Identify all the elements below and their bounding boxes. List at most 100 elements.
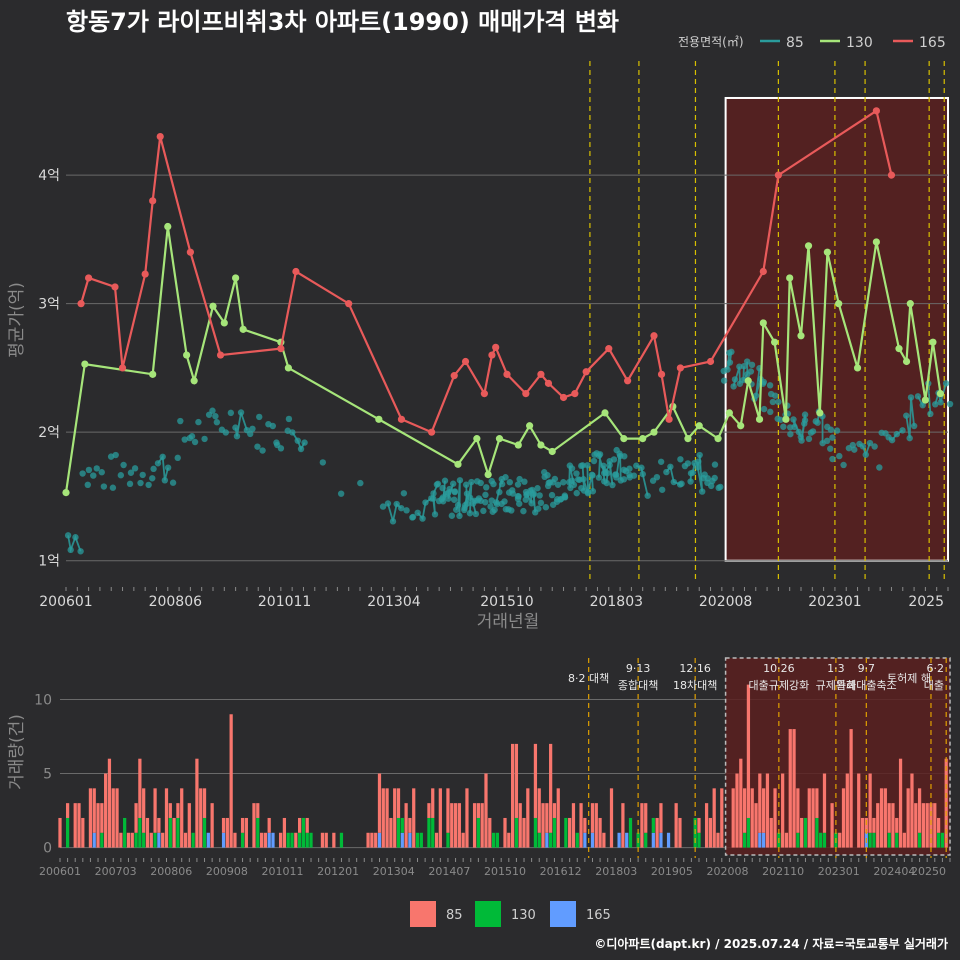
footer-credit: ©디아파트(dapt.kr) / 2025.07.24 / 자료=국토교통부 실… bbox=[594, 936, 948, 951]
point-130 bbox=[220, 319, 228, 327]
point-85 bbox=[213, 419, 221, 426]
point-165 bbox=[624, 377, 632, 385]
bar-85 bbox=[149, 832, 153, 848]
bar-130 bbox=[191, 832, 195, 848]
point-165 bbox=[216, 351, 225, 359]
point-130 bbox=[284, 364, 292, 372]
point-85 bbox=[450, 496, 458, 503]
point-165 bbox=[111, 283, 119, 291]
point-85 bbox=[521, 478, 528, 485]
point-165 bbox=[141, 270, 149, 278]
bar-85 bbox=[73, 803, 77, 848]
point-85 bbox=[766, 382, 774, 389]
point-85 bbox=[384, 500, 392, 507]
chart-title: 항동7가 라이프비취3차 아파트(1990) 매매가격 변화 bbox=[66, 8, 619, 36]
line-85-segment bbox=[800, 414, 806, 441]
bar-165 bbox=[583, 832, 587, 848]
bar-85 bbox=[199, 788, 203, 848]
x-tick-label: 202301 bbox=[808, 594, 861, 610]
point-165 bbox=[522, 390, 530, 398]
point-85 bbox=[137, 479, 144, 487]
point-85 bbox=[657, 458, 665, 465]
point-85 bbox=[769, 398, 777, 406]
bar-85 bbox=[644, 803, 648, 833]
point-130 bbox=[454, 460, 462, 468]
bar-165 bbox=[617, 832, 621, 848]
point-165 bbox=[559, 393, 568, 402]
bar-130 bbox=[240, 832, 245, 848]
bar-85 bbox=[145, 817, 150, 848]
point-130 bbox=[759, 319, 767, 327]
policy-annotation: 종합대책 bbox=[618, 679, 658, 692]
legend-top: 전용면적(㎡) 85 130 165 bbox=[678, 35, 946, 51]
bar-85 bbox=[712, 788, 716, 848]
line-85-segment bbox=[157, 454, 169, 481]
bar-85 bbox=[857, 773, 861, 848]
bar-85 bbox=[545, 803, 549, 833]
bar-85 bbox=[389, 817, 393, 848]
point-130 bbox=[684, 435, 692, 443]
point-130 bbox=[484, 471, 492, 479]
point-130 bbox=[514, 441, 522, 449]
bar-85 bbox=[233, 832, 237, 848]
point-85 bbox=[177, 417, 184, 425]
point-165 bbox=[571, 390, 579, 398]
point-130 bbox=[804, 242, 813, 250]
bar-130 bbox=[286, 832, 290, 848]
bar-85 bbox=[77, 803, 81, 848]
bar-x-tick-label: 200703 bbox=[95, 865, 137, 878]
bar-85 bbox=[96, 803, 100, 848]
bar-85 bbox=[320, 832, 325, 848]
bar-85 bbox=[427, 803, 431, 818]
bar-85 bbox=[769, 817, 773, 848]
y-axis-label-main: 평균가(억) bbox=[7, 282, 27, 358]
policy-annotation: 8·2 대책 bbox=[568, 672, 609, 685]
bar-130 bbox=[491, 832, 496, 848]
bar-130 bbox=[138, 817, 142, 848]
point-85 bbox=[482, 491, 489, 499]
point-165 bbox=[118, 364, 127, 372]
policy-annotation: 규제완화 bbox=[816, 679, 856, 692]
bar-130 bbox=[537, 832, 541, 848]
point-85 bbox=[514, 481, 522, 488]
point-165 bbox=[544, 379, 553, 387]
point-85 bbox=[174, 454, 181, 462]
point-85 bbox=[227, 409, 235, 417]
bar-85 bbox=[396, 788, 401, 818]
bar-165 bbox=[590, 832, 595, 848]
bar-85 bbox=[929, 803, 933, 848]
bar-x-tick-label: 201803 bbox=[595, 865, 637, 878]
line-85-segment bbox=[732, 366, 741, 387]
bar-legend-key-165 bbox=[550, 901, 576, 927]
bar-85 bbox=[244, 817, 248, 848]
point-165 bbox=[887, 171, 896, 179]
y-tick-label: 4억 bbox=[38, 168, 60, 184]
bar-85 bbox=[921, 803, 925, 848]
point-85 bbox=[760, 405, 768, 413]
bar-85 bbox=[465, 788, 469, 848]
bar-130 bbox=[431, 817, 435, 848]
bar-85 bbox=[472, 803, 477, 848]
point-165 bbox=[706, 357, 715, 366]
bar-85 bbox=[164, 788, 169, 848]
point-85 bbox=[590, 457, 598, 465]
bar-130 bbox=[742, 832, 747, 848]
legend-label-130: 130 bbox=[846, 35, 873, 51]
point-85 bbox=[259, 447, 266, 454]
point-85 bbox=[787, 430, 794, 438]
point-130 bbox=[650, 428, 658, 436]
bar-85 bbox=[594, 803, 598, 848]
bar-85 bbox=[552, 803, 557, 818]
bar-x-tick-label: 202008 bbox=[707, 865, 749, 878]
y-tick-label: 1억 bbox=[38, 554, 60, 570]
bar-85 bbox=[541, 803, 545, 848]
bar-85 bbox=[168, 803, 172, 818]
line-85-segment bbox=[469, 497, 477, 515]
bar-165 bbox=[666, 832, 671, 848]
point-85 bbox=[195, 418, 202, 426]
bar-165 bbox=[271, 832, 275, 848]
bar-85 bbox=[88, 788, 93, 848]
bar-85 bbox=[674, 803, 678, 848]
bar-85 bbox=[898, 758, 903, 848]
